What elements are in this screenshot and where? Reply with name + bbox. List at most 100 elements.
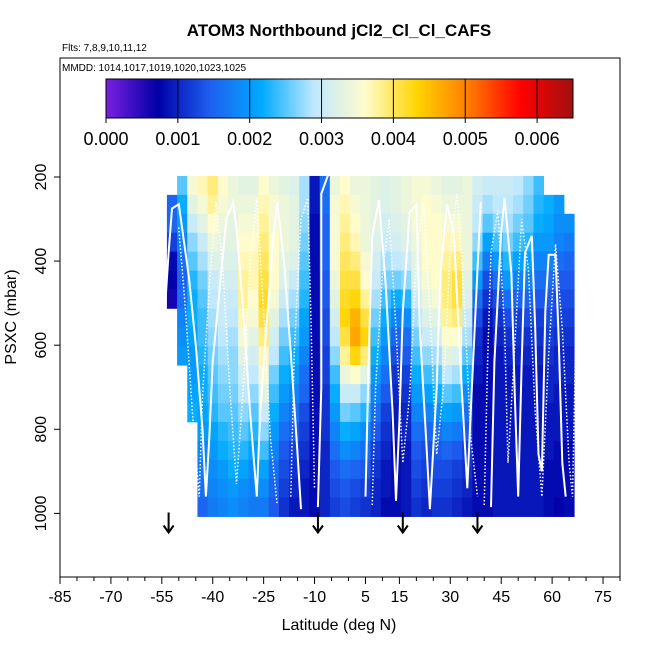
heatmap-cell bbox=[258, 251, 270, 271]
heatmap-cell bbox=[462, 327, 473, 347]
x-axis-label: Latitude (deg N) bbox=[282, 617, 397, 634]
heatmap-cell bbox=[340, 251, 351, 271]
heatmap-cell bbox=[319, 270, 331, 290]
heatmap-cell bbox=[370, 478, 382, 499]
heatmap-cell bbox=[564, 497, 575, 517]
heatmap-cell bbox=[431, 421, 443, 442]
heatmap-cell bbox=[421, 384, 433, 404]
heatmap-cell bbox=[513, 365, 524, 385]
heatmap-cell bbox=[197, 497, 209, 517]
heatmap-cell bbox=[492, 440, 504, 461]
heatmap-cell bbox=[258, 175, 270, 196]
heatmap-cell bbox=[421, 459, 433, 480]
heatmap-cell bbox=[543, 289, 555, 309]
heatmap-cell bbox=[166, 270, 178, 290]
heatmap-cell bbox=[421, 327, 433, 347]
arrow-marker bbox=[396, 512, 409, 535]
heatmap-cell bbox=[441, 251, 453, 271]
colorbar-tick-label: 0.003 bbox=[299, 129, 344, 149]
heatmap-cell bbox=[441, 346, 453, 366]
heatmap-cell bbox=[380, 308, 392, 328]
heatmap-cell bbox=[421, 365, 433, 385]
heatmap-cell bbox=[207, 478, 219, 499]
heatmap-cell bbox=[380, 175, 392, 196]
flight-track-dotted bbox=[178, 197, 278, 506]
heatmap-cell bbox=[248, 308, 259, 328]
heatmap-cell bbox=[299, 327, 310, 347]
heatmap-cell bbox=[462, 270, 473, 290]
colorbar-tick-label: 0.006 bbox=[515, 129, 560, 149]
heatmap-cell bbox=[492, 459, 504, 480]
heatmap-cell bbox=[390, 194, 402, 215]
heatmap-cell bbox=[370, 308, 382, 328]
heatmap-cell bbox=[289, 194, 300, 215]
heatmap-cell bbox=[502, 478, 514, 499]
heatmap-cell bbox=[492, 403, 504, 423]
heatmap-cell bbox=[258, 270, 270, 290]
heatmap-cell bbox=[370, 251, 382, 271]
heatmap-cell bbox=[238, 346, 249, 366]
heatmap-cell bbox=[502, 459, 514, 480]
heatmap-cell bbox=[472, 478, 483, 499]
heatmap-cell bbox=[309, 308, 321, 328]
heatmap-cell bbox=[187, 232, 198, 253]
heatmap-cell bbox=[207, 421, 219, 442]
heatmap-cell bbox=[340, 270, 351, 290]
heatmap-cell bbox=[248, 175, 259, 196]
heatmap-cell bbox=[319, 194, 331, 215]
heatmap-cell bbox=[278, 365, 290, 385]
heatmap-cell bbox=[401, 497, 412, 517]
heatmap-cell bbox=[329, 270, 341, 290]
heatmap-cell bbox=[350, 289, 361, 309]
heatmap-cell bbox=[207, 175, 219, 196]
heatmap-cell bbox=[197, 308, 209, 328]
heatmap-cell bbox=[238, 403, 249, 423]
x-tick-label: 45 bbox=[492, 589, 510, 606]
heatmap-cell bbox=[340, 403, 351, 423]
heatmap-cell bbox=[278, 194, 290, 215]
heatmap-cell bbox=[360, 403, 371, 423]
heatmap-cell bbox=[370, 327, 382, 347]
heatmap-cell bbox=[411, 384, 422, 404]
heatmap-cell bbox=[217, 346, 229, 366]
heatmap-cell bbox=[380, 194, 392, 215]
heatmap-cell bbox=[309, 440, 321, 461]
heatmap-cell bbox=[523, 365, 534, 385]
heatmap-cell bbox=[513, 327, 524, 347]
heatmap-cell bbox=[340, 308, 351, 328]
heatmap-cell bbox=[462, 497, 473, 517]
heatmap-cell bbox=[207, 213, 219, 234]
heatmap-cell bbox=[441, 459, 453, 480]
heatmap-cell bbox=[502, 213, 514, 234]
heatmap-cell bbox=[523, 403, 534, 423]
heatmap-cell bbox=[258, 478, 270, 499]
heatmap-cell bbox=[166, 213, 178, 234]
heatmap-cell bbox=[502, 270, 514, 290]
heatmap-cell bbox=[502, 175, 514, 196]
heatmap-cell bbox=[401, 289, 412, 309]
heatmap-cell bbox=[350, 270, 361, 290]
heatmap-cell bbox=[238, 232, 249, 253]
heatmap-cell bbox=[217, 421, 229, 442]
x-tick-label: 75 bbox=[594, 589, 612, 606]
heatmap-cell bbox=[309, 270, 321, 290]
heatmap-cell bbox=[513, 421, 524, 442]
heatmap-cell bbox=[187, 327, 198, 347]
colorbar-tick-label: 0.005 bbox=[443, 129, 488, 149]
flight-track-solid bbox=[364, 199, 482, 510]
heatmap-cell bbox=[492, 497, 504, 517]
heatmap-cell bbox=[502, 440, 514, 461]
heatmap-cell bbox=[523, 251, 534, 271]
heatmap-cell bbox=[258, 232, 270, 253]
heatmap-cell bbox=[564, 403, 575, 423]
heatmap-cell bbox=[248, 327, 259, 347]
heatmap-cell bbox=[482, 384, 494, 404]
heatmap-cell bbox=[462, 421, 473, 442]
heatmap-cell bbox=[248, 270, 259, 290]
heatmap-cell bbox=[543, 459, 555, 480]
heatmap-cell bbox=[513, 403, 524, 423]
heatmap-cell bbox=[390, 270, 402, 290]
heatmap-cell bbox=[268, 327, 280, 347]
heatmap-cell bbox=[390, 327, 402, 347]
heatmap-cell bbox=[319, 384, 331, 404]
